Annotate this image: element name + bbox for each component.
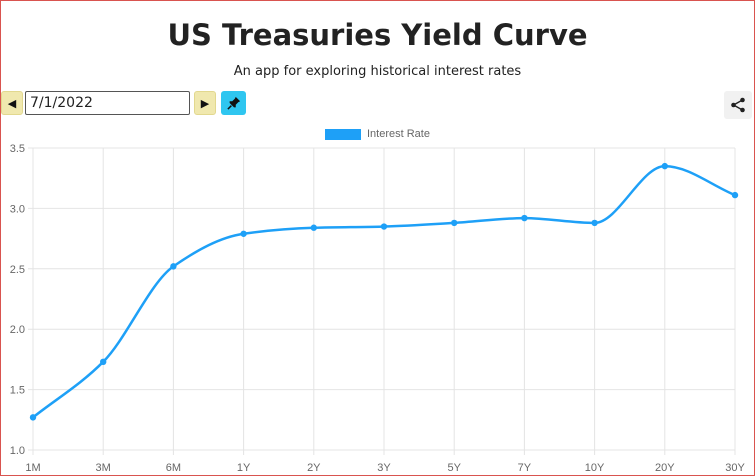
data-point[interactable] xyxy=(521,214,528,222)
x-tick-label: 30Y xyxy=(725,462,745,474)
legend-swatch xyxy=(325,128,361,140)
data-point[interactable] xyxy=(100,358,107,366)
y-tick-label: 3.5 xyxy=(10,143,25,155)
share-button[interactable] xyxy=(724,91,752,119)
y-tick-label: 2.5 xyxy=(10,264,25,276)
x-tick-label: 3M xyxy=(96,462,111,474)
x-tick-label: 10Y xyxy=(585,462,605,474)
next-date-button[interactable]: ▶ xyxy=(194,91,216,115)
x-tick-label: 5Y xyxy=(447,462,461,474)
data-point[interactable] xyxy=(380,223,388,230)
page-title: US Treasuries Yield Curve xyxy=(167,18,588,52)
x-tick-label: 1Y xyxy=(237,462,251,474)
data-point[interactable] xyxy=(731,191,739,199)
pin-button[interactable] xyxy=(221,91,246,115)
caret-right-icon: ▶ xyxy=(200,96,210,110)
data-point[interactable] xyxy=(591,219,598,227)
x-tick-label: 20Y xyxy=(655,462,675,474)
x-tick-label: 1M xyxy=(25,462,40,474)
data-point[interactable] xyxy=(29,414,37,421)
y-tick-label: 1.0 xyxy=(10,445,25,457)
share-icon xyxy=(731,97,745,113)
chart-legend[interactable]: Interest Rate xyxy=(325,128,430,140)
x-tick-label: 2Y xyxy=(307,462,321,474)
x-tick-label: 7Y xyxy=(518,462,532,474)
data-point[interactable] xyxy=(451,219,458,227)
data-point[interactable] xyxy=(310,224,317,231)
previous-date-button[interactable]: ◀ xyxy=(1,91,23,115)
x-tick-label: 3Y xyxy=(377,462,391,474)
caret-left-icon: ◀ xyxy=(7,96,17,110)
x-tick-label: 6M xyxy=(166,462,181,474)
page-subtitle: An app for exploring historical interest… xyxy=(233,64,522,79)
pin-icon xyxy=(226,96,240,110)
y-tick-label: 1.5 xyxy=(10,385,25,397)
y-tick-label: 2.0 xyxy=(10,324,25,336)
legend-label: Interest Rate xyxy=(367,128,430,140)
data-point[interactable] xyxy=(661,162,668,170)
y-tick-label: 3.0 xyxy=(10,203,25,215)
date-input[interactable] xyxy=(25,91,190,115)
data-point[interactable] xyxy=(240,230,247,237)
data-point[interactable] xyxy=(170,263,177,270)
